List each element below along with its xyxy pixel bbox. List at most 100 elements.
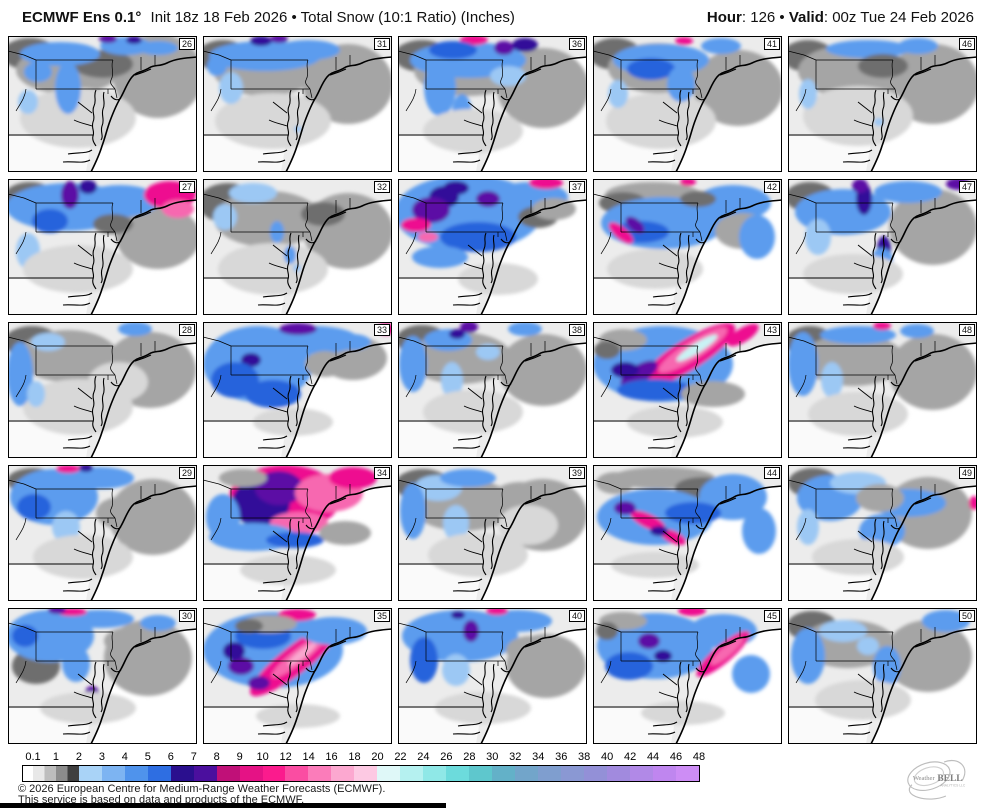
colorbar-tick: 46 — [669, 751, 683, 763]
copyright-line-1: © 2026 European Centre for Medium-Range … — [18, 783, 386, 795]
map-svg — [398, 322, 587, 458]
colorbar-segment — [629, 766, 653, 781]
member-number: 29 — [178, 467, 195, 479]
map-svg — [398, 608, 587, 744]
member-number: 27 — [178, 181, 195, 193]
panel-member-39: 39 — [398, 465, 587, 601]
panel-member-49: 49 — [788, 465, 977, 601]
colorbar-tick: 18 — [348, 751, 361, 763]
member-number: 33 — [373, 324, 390, 336]
panel-member-28: 28 — [8, 322, 197, 458]
colorbar-segment — [33, 766, 56, 781]
member-number: 49 — [958, 467, 975, 479]
colorbar-tick: 40 — [601, 751, 614, 763]
panel-member-31: 31 — [203, 36, 392, 172]
member-number: 30 — [178, 610, 195, 622]
member-number: 38 — [568, 324, 585, 336]
colorbar-tick: 3 — [98, 751, 105, 763]
colorbar-segment — [78, 766, 102, 781]
panel-member-40: 40 — [398, 608, 587, 744]
valid-value: : 00z Tue 24 Feb 2026 — [823, 8, 974, 26]
member-number: 48 — [958, 324, 975, 336]
colorbar-segment — [423, 766, 447, 781]
member-number: 50 — [958, 610, 975, 622]
member-number: 45 — [763, 610, 780, 622]
member-number: 32 — [373, 181, 390, 193]
colorbar-tick: 16 — [325, 751, 338, 763]
map-svg — [593, 608, 782, 744]
panel-member-38: 38 — [398, 322, 587, 458]
hour-valid: Hour: 126 • Valid: 00z Tue 24 Feb 2026 — [707, 9, 984, 26]
snowfall-scale: 0.1 1 2 3 4 5 6 7 8 9 10 12 14 16 18 20 22 24 26 28 30 32 34 36… — [22, 751, 705, 782]
colorbar-tick: 34 — [532, 751, 545, 763]
colorbar-tick: 22 — [394, 751, 407, 763]
colorbar-tick: 2 — [75, 751, 82, 763]
map-svg — [398, 36, 587, 172]
map-svg — [788, 608, 977, 744]
colorbar-segment — [377, 766, 401, 781]
colorbar-tick: 7 — [190, 751, 197, 763]
map-svg — [8, 36, 197, 172]
member-number: 47 — [958, 181, 975, 193]
colorbar-tick: 48 — [692, 751, 706, 763]
colorbar-segment — [262, 766, 286, 781]
colorbar-segment — [216, 766, 240, 781]
colorbar-tick: 20 — [371, 751, 384, 763]
map-svg — [398, 465, 587, 601]
logo-bell-text: BELL — [937, 774, 962, 784]
panel-member-44: 44 — [593, 465, 782, 601]
panel-member-33: 33 — [203, 322, 392, 458]
map-svg — [203, 179, 392, 315]
panel-member-29: 29 — [8, 465, 197, 601]
colorbar-tick: 10 — [256, 751, 269, 763]
map-svg — [788, 322, 977, 458]
colorbar-segment — [537, 766, 561, 781]
map-svg — [593, 465, 782, 601]
panel-member-42: 42 — [593, 179, 782, 315]
panel-member-43: 43 — [593, 322, 782, 458]
colorbar-segment — [469, 766, 493, 781]
bottom-clipped-bar — [0, 803, 446, 808]
panel-member-46: 46 — [788, 36, 977, 172]
member-number: 46 — [958, 38, 975, 50]
member-number: 28 — [178, 324, 195, 336]
colorbar-segment — [193, 766, 217, 781]
logo-weather-text: Weather — [913, 775, 936, 782]
colorbar-segment — [652, 766, 676, 781]
colorbar-segment — [446, 766, 470, 781]
colorbar-tick: 14 — [302, 751, 315, 763]
member-number: 39 — [568, 467, 585, 479]
colorbar-segment — [400, 766, 424, 781]
member-number: 35 — [373, 610, 390, 622]
panel-member-30: 30 — [8, 608, 197, 744]
panel-member-27: 27 — [8, 179, 197, 315]
colorbar-segment — [583, 766, 607, 781]
colorbar-tick: 26 — [440, 751, 453, 763]
colorbar-tick: 42 — [623, 751, 637, 763]
colorbar-segment — [147, 766, 171, 781]
map-svg — [593, 322, 782, 458]
scale-ticks: 0.1 1 2 3 4 5 6 7 8 9 10 12 14 16 18 20 22 24 26 28 30 32 34 36… — [22, 751, 705, 764]
colorbar-segment — [515, 766, 538, 781]
colorbar-segment — [606, 766, 630, 781]
panel-member-34: 34 — [203, 465, 392, 601]
colorbar-segment — [101, 766, 125, 781]
hour-value: : 126 • — [741, 8, 789, 26]
colorbar-tick: 32 — [509, 751, 522, 763]
panel-member-35: 35 — [203, 608, 392, 744]
panel-member-32: 32 — [203, 179, 392, 315]
hour-label: Hour — [706, 8, 742, 26]
panel-member-37: 37 — [398, 179, 587, 315]
panel-member-45: 45 — [593, 608, 782, 744]
colorbar-tick: 9 — [236, 751, 243, 763]
colorbar-segment — [308, 766, 332, 781]
map-svg — [593, 36, 782, 172]
weatherbell-logo: Weather BELL ANALYTICS LLC — [893, 755, 978, 803]
map-svg — [788, 179, 977, 315]
colorbar-tick: 44 — [646, 751, 660, 763]
colorbar-tick: 1 — [52, 751, 60, 763]
colorbar-segment — [239, 766, 263, 781]
panel-member-36: 36 — [398, 36, 587, 172]
colorbar-tick: 38 — [578, 751, 591, 763]
valid-label: Valid — [788, 8, 824, 26]
